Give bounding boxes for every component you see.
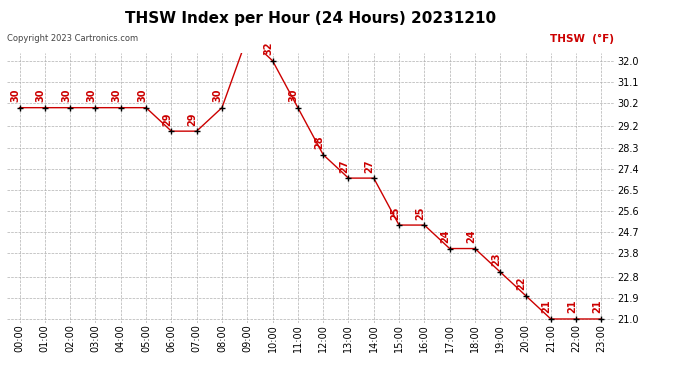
Text: 24: 24 <box>440 230 451 243</box>
Text: THSW  (°F): THSW (°F) <box>550 34 614 44</box>
Text: 30: 30 <box>288 88 299 102</box>
Text: 30: 30 <box>10 88 21 102</box>
Text: 23: 23 <box>491 253 501 267</box>
Text: 32: 32 <box>264 42 273 55</box>
Text: 30: 30 <box>213 88 223 102</box>
Text: 30: 30 <box>112 88 121 102</box>
Text: 30: 30 <box>137 88 147 102</box>
Text: 27: 27 <box>364 159 375 172</box>
Text: 29: 29 <box>162 112 172 126</box>
Text: 27: 27 <box>339 159 349 172</box>
Text: 30: 30 <box>36 88 46 102</box>
Text: THSW Index per Hour (24 Hours) 20231210: THSW Index per Hour (24 Hours) 20231210 <box>125 11 496 26</box>
Text: 25: 25 <box>415 206 425 219</box>
Text: 30: 30 <box>61 88 71 102</box>
Text: 29: 29 <box>188 112 197 126</box>
Text: 21: 21 <box>567 300 577 313</box>
Text: 33: 33 <box>0 374 1 375</box>
Text: 24: 24 <box>466 230 476 243</box>
Text: 22: 22 <box>516 276 526 290</box>
Text: 25: 25 <box>390 206 400 219</box>
Text: 30: 30 <box>86 88 97 102</box>
Text: 21: 21 <box>542 300 552 313</box>
Text: 21: 21 <box>592 300 602 313</box>
Text: Copyright 2023 Cartronics.com: Copyright 2023 Cartronics.com <box>7 34 138 43</box>
Text: 28: 28 <box>314 135 324 149</box>
